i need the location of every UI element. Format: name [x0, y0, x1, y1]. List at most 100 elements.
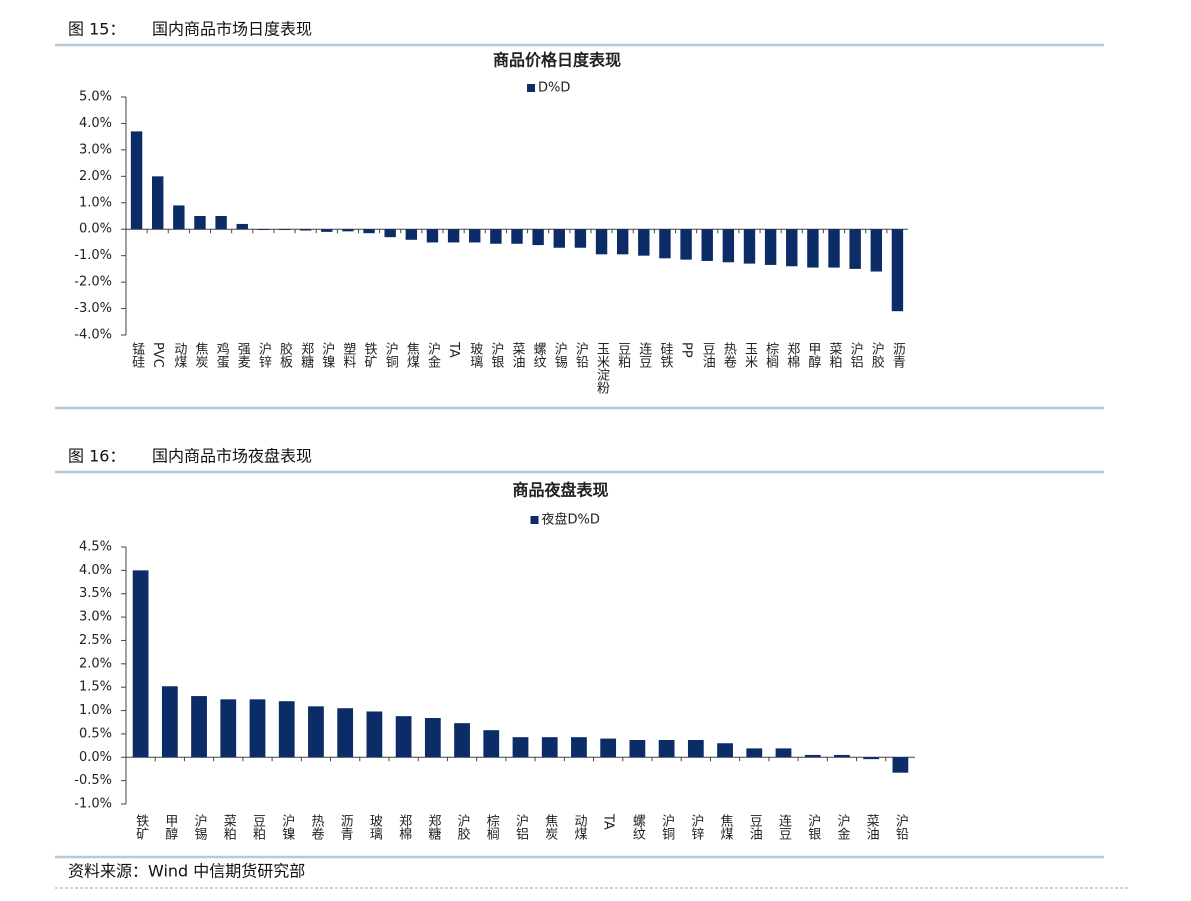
bar [173, 205, 185, 230]
x-tick-label: 豆油 [747, 814, 763, 840]
x-tick-label: 沥青 [338, 814, 354, 840]
x-tick-label: 动煤 [571, 814, 587, 840]
bar [600, 738, 617, 758]
bar [299, 229, 312, 231]
bar [426, 229, 439, 243]
bar [278, 229, 291, 231]
x-tick-label: 甲醇 [805, 342, 821, 368]
y-tick-label: -2.0% [74, 275, 112, 290]
y-tick-label: 0.0% [79, 750, 112, 765]
bar [249, 699, 266, 758]
bar [321, 229, 333, 232]
bar [337, 708, 354, 758]
bar [490, 229, 502, 244]
bar [447, 229, 460, 243]
x-tick-label: 玻璃 [467, 342, 483, 368]
bar [571, 737, 587, 758]
x-tick-label: TA [601, 813, 616, 830]
bar [764, 229, 777, 265]
x-tick-label: 胶板 [277, 341, 293, 369]
x-tick-label: PVC [150, 342, 165, 368]
legend-label: 夜盘D%D [542, 512, 600, 528]
bar [658, 739, 675, 758]
x-tick-label: 沪胶 [869, 341, 885, 369]
x-tick-label: 强麦 [235, 342, 251, 368]
bar [132, 570, 149, 758]
y-tick-label: -1.0% [74, 248, 112, 263]
x-tick-label: 菜粕 [827, 342, 843, 368]
x-tick-label: 沪锌 [688, 813, 704, 840]
y-tick-label: -3.0% [74, 301, 112, 316]
bar [746, 748, 763, 758]
x-tick-label: 焦煤 [404, 342, 420, 368]
bar [469, 229, 481, 243]
bar [863, 757, 880, 760]
x-tick-label: 焦煤 [718, 814, 734, 840]
figure-label: 图 15： [68, 20, 125, 39]
x-tick-label: 豆粕 [250, 814, 266, 840]
x-tick-label: 沪铅 [573, 341, 589, 368]
x-tick-label: 螺纹 [630, 814, 646, 840]
bar [384, 229, 396, 238]
bar [366, 711, 383, 758]
x-tick-label: 沪铅 [893, 813, 909, 840]
y-tick-label: 3.0% [79, 142, 112, 157]
bar [278, 701, 295, 758]
x-tick-label: 沪镍 [279, 813, 295, 840]
x-tick-label: 沪锡 [552, 341, 568, 368]
x-tick-label: 沪铝 [513, 813, 529, 840]
x-tick-label: 焦炭 [542, 814, 558, 841]
bar [424, 718, 441, 758]
x-tick-label: 沪铜 [659, 813, 675, 840]
chart-title: 商品价格日度表现 [493, 51, 621, 70]
bar [511, 229, 523, 244]
bar [892, 757, 909, 773]
x-tick-label: 玻璃 [367, 814, 383, 840]
x-tick-label: 沪铜 [383, 341, 399, 368]
x-tick-label: 棕榈 [763, 342, 779, 368]
bar [257, 229, 270, 231]
bar [687, 739, 704, 758]
x-tick-label: 菜粕 [221, 814, 237, 840]
x-tick-label: 沪银 [488, 341, 504, 368]
bar [405, 229, 418, 240]
bar [541, 737, 558, 758]
x-tick-label: 棕榈 [484, 814, 500, 840]
x-tick-label: 郑糖 [425, 814, 441, 841]
x-tick-label: 玉米淀粉 [594, 342, 610, 394]
x-tick-label: 沪金 [425, 341, 441, 368]
bar [786, 229, 798, 267]
x-tick-label: 菜油 [510, 342, 526, 368]
bar [638, 229, 650, 256]
bar [659, 229, 671, 259]
legend-label: D%D [538, 81, 570, 96]
bar [161, 686, 178, 758]
bar [553, 229, 565, 248]
bar [775, 748, 792, 758]
x-tick-label: 郑棉 [396, 814, 412, 840]
bar [215, 216, 227, 230]
bar [870, 229, 883, 272]
y-tick-label: -4.0% [74, 328, 112, 343]
y-tick-label: -0.5% [74, 773, 112, 788]
bar [616, 229, 629, 255]
x-tick-label: 塑料 [340, 342, 356, 368]
chart-title: 商品夜盘表现 [512, 481, 608, 500]
y-tick-label: 3.5% [79, 586, 112, 601]
x-tick-label: 连豆 [776, 813, 792, 840]
bar [834, 754, 850, 758]
bar [532, 229, 544, 246]
x-tick-label: 沪锌 [256, 341, 272, 368]
x-tick-label: 鸡蛋 [214, 341, 230, 369]
bar [717, 743, 733, 758]
bar [342, 229, 354, 232]
figure-caption: 国内商品市场夜盘表现 [152, 447, 312, 466]
y-tick-label: 4.0% [79, 563, 112, 578]
y-tick-label: 4.0% [79, 116, 112, 131]
source-note: 资料来源：Wind 中信期货研究部 [68, 862, 305, 881]
bar [395, 716, 412, 758]
x-tick-label: 连豆 [636, 341, 652, 368]
bar [454, 723, 470, 758]
bar [849, 229, 861, 269]
